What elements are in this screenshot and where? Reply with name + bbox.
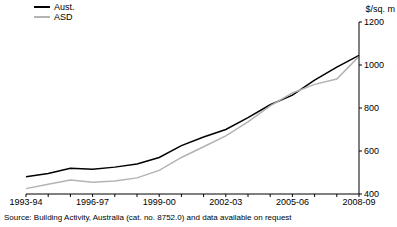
svg-text:1993-94: 1993-94	[9, 197, 42, 207]
svg-text:2005-06: 2005-06	[276, 197, 309, 207]
svg-text:400: 400	[364, 189, 379, 199]
html-text:Aust.: Aust.	[54, 2, 75, 12]
svg-text:1999-00: 1999-00	[143, 197, 176, 207]
svg-text:1996-97: 1996-97	[76, 197, 109, 207]
svg-text:1000: 1000	[364, 60, 384, 70]
svg-text:2002-03: 2002-03	[209, 197, 242, 207]
svg-text:600: 600	[364, 146, 379, 156]
svg-text:800: 800	[364, 103, 379, 113]
html-text:ASD: ASD	[54, 12, 73, 22]
html-text:$/sq. m: $/sq. m	[365, 4, 395, 14]
svg-text:1200: 1200	[364, 17, 384, 27]
html-text:Source: Building Activity, Aus: Source: Building Activity, Australia (ca…	[4, 213, 292, 222]
svg-text:2008-09: 2008-09	[342, 197, 376, 208]
